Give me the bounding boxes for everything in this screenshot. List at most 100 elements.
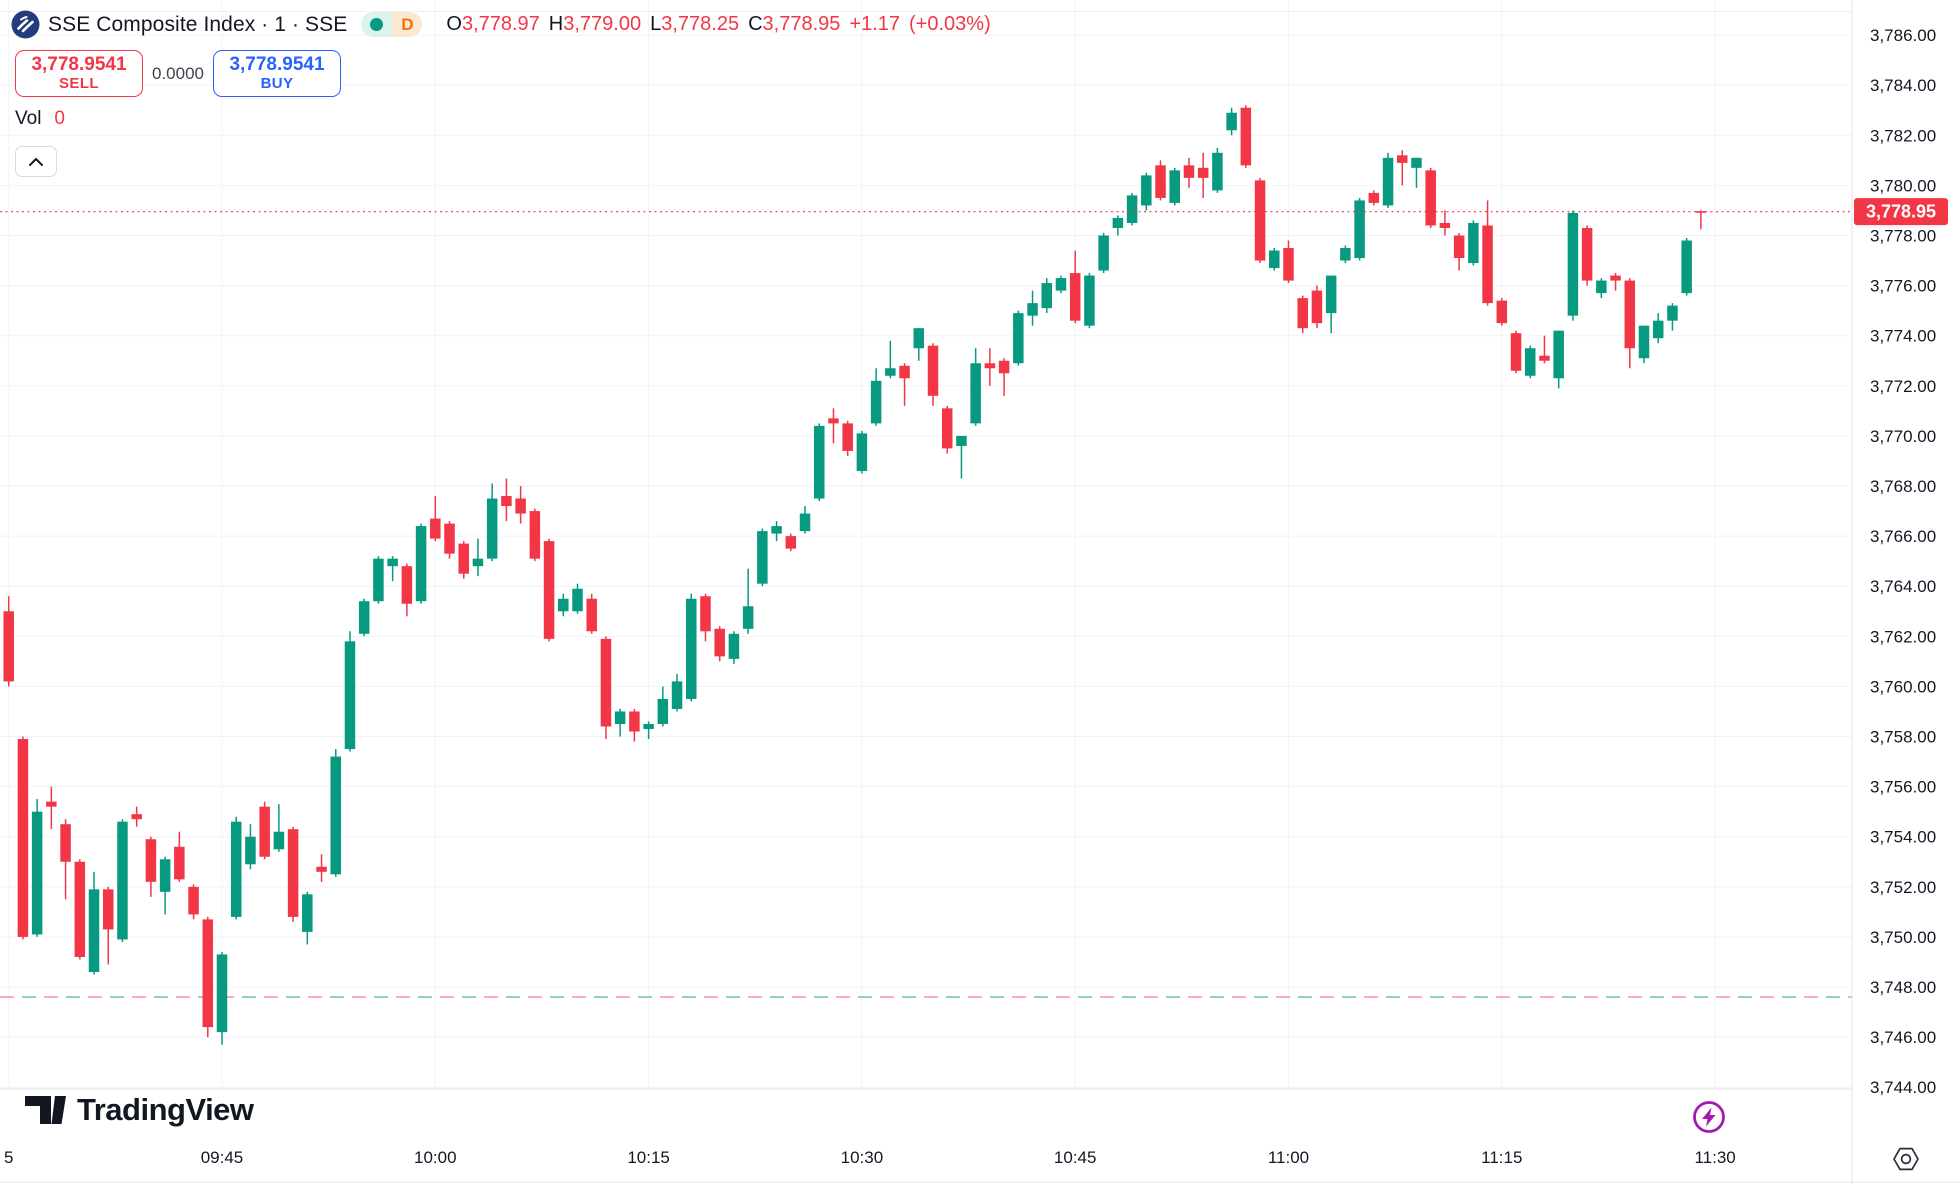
candle-body: [1013, 313, 1024, 364]
price-tick-label[interactable]: 3,756.00: [1870, 778, 1936, 797]
candle-body: [771, 526, 782, 534]
candle-body: [60, 824, 71, 862]
candle-body: [515, 498, 526, 514]
candle-body: [287, 829, 299, 917]
gear-icon[interactable]: [1892, 1146, 1920, 1172]
candle-body: [1269, 250, 1280, 269]
price-tick-label[interactable]: 3,762.00: [1870, 627, 1936, 646]
candle-body: [387, 558, 398, 567]
candle-body: [657, 698, 669, 724]
tradingview-watermark: TradingView: [25, 1092, 254, 1128]
candle-body: [1539, 355, 1550, 361]
price-tick-label[interactable]: 3,760.00: [1870, 677, 1936, 696]
candle-body: [686, 598, 697, 699]
change-percent: (+0.03%): [909, 13, 991, 35]
volume-readout: Vol 0: [15, 108, 65, 130]
price-tick-label[interactable]: 3,758.00: [1870, 728, 1936, 747]
candle-body: [273, 831, 285, 850]
candle-body: [813, 425, 825, 499]
price-tick-label[interactable]: 3,778.00: [1870, 226, 1936, 245]
candle-body: [501, 496, 512, 507]
candle-body: [643, 723, 654, 730]
price-tick-label[interactable]: 3,764.00: [1870, 577, 1936, 596]
candle-body: [31, 811, 43, 935]
low-value: 3,778.25: [661, 13, 740, 35]
time-tick-label[interactable]: 5: [4, 1148, 13, 1167]
buy-price: 3,778.9541: [229, 53, 325, 75]
candle-body: [1638, 325, 1650, 359]
time-tick-label[interactable]: 10:45: [1054, 1148, 1097, 1167]
chart-header: SSE Composite Index · 1 · SSE D O 3,778.9…: [0, 0, 1200, 190]
tradingview-logo-icon: [25, 1095, 66, 1124]
candle-body: [1297, 298, 1308, 329]
candle-body: [1425, 170, 1436, 226]
sell-price: 3,778.9541: [31, 53, 127, 75]
tradingview-brand-text: TradingView: [77, 1092, 254, 1127]
candle-body: [1468, 222, 1479, 264]
time-tick-label[interactable]: 11:30: [1694, 1148, 1735, 1167]
market-status-badge[interactable]: D: [361, 12, 423, 37]
open-value: 3,778.97: [461, 13, 540, 35]
time-tick-label[interactable]: 09:45: [201, 1148, 244, 1167]
time-tick-label[interactable]: 11:15: [1481, 1148, 1522, 1167]
price-tick-label[interactable]: 3,746.00: [1870, 1028, 1936, 1047]
candle-body: [330, 756, 342, 875]
candle-body: [1098, 235, 1109, 271]
time-tick-label[interactable]: 10:00: [414, 1148, 457, 1167]
candle-body: [415, 526, 427, 602]
price-tick-label[interactable]: 3,774.00: [1870, 327, 1936, 346]
low-label: L: [650, 13, 662, 35]
candle-body: [885, 368, 896, 376]
candle-body: [757, 531, 768, 584]
candle-body: [913, 328, 925, 349]
candle-body: [1084, 275, 1095, 326]
time-tick-label[interactable]: 10:15: [627, 1148, 670, 1167]
candle-body: [1141, 175, 1152, 206]
spread-value: 0.0000: [152, 63, 204, 83]
vol-value: 0: [54, 108, 65, 129]
price-tick-label[interactable]: 3,770.00: [1870, 427, 1936, 446]
candle-body: [216, 954, 228, 1033]
time-tick-label[interactable]: 10:30: [841, 1148, 884, 1167]
candle-body: [131, 814, 142, 820]
candle-body: [558, 598, 569, 612]
candle-body: [74, 861, 86, 957]
vol-label: Vol: [15, 108, 42, 129]
candle-body: [358, 601, 370, 634]
price-tick-label[interactable]: 3,780.00: [1870, 176, 1936, 195]
candle-body: [1439, 222, 1451, 228]
price-tick-label[interactable]: 3,782.00: [1870, 126, 1936, 145]
sell-button[interactable]: 3,778.9541 SELL: [15, 50, 143, 97]
sell-label: SELL: [59, 74, 99, 92]
price-tick-label[interactable]: 3,786.00: [1870, 26, 1936, 45]
candle-body: [344, 641, 356, 750]
price-tick-label[interactable]: 3,752.00: [1870, 878, 1936, 897]
candle-body: [230, 821, 242, 917]
candle-body: [1553, 330, 1564, 379]
price-tick-label[interactable]: 3,744.00: [1870, 1078, 1936, 1097]
candle-body: [970, 363, 981, 424]
price-tick-label[interactable]: 3,768.00: [1870, 477, 1936, 496]
last-price-badge[interactable]: [1854, 198, 1948, 226]
lightning-bolt-icon[interactable]: [1691, 1099, 1727, 1135]
symbol-title[interactable]: SSE Composite Index · 1 · SSE: [48, 12, 348, 36]
buy-button[interactable]: 3,778.9541 BUY: [213, 50, 341, 97]
candle-body: [671, 681, 683, 709]
price-tick-label[interactable]: 3,750.00: [1870, 928, 1936, 947]
price-tick-label[interactable]: 3,784.00: [1870, 76, 1936, 95]
candle-body: [586, 598, 597, 632]
price-tick-label[interactable]: 3,754.00: [1870, 828, 1936, 847]
candle-body: [17, 739, 29, 937]
candle-body: [1155, 165, 1166, 198]
candle-body: [401, 566, 413, 604]
candle-body: [259, 806, 270, 857]
price-tick-label[interactable]: 3,772.00: [1870, 377, 1936, 396]
candle-body: [444, 523, 455, 554]
collapse-pane-button[interactable]: [15, 146, 57, 177]
price-tick-label[interactable]: 3,776.00: [1870, 277, 1936, 296]
candle-body: [1325, 275, 1337, 314]
time-tick-label[interactable]: 11:00: [1268, 1148, 1309, 1167]
price-tick-label[interactable]: 3,748.00: [1870, 978, 1936, 997]
price-tick-label[interactable]: 3,766.00: [1870, 527, 1936, 546]
